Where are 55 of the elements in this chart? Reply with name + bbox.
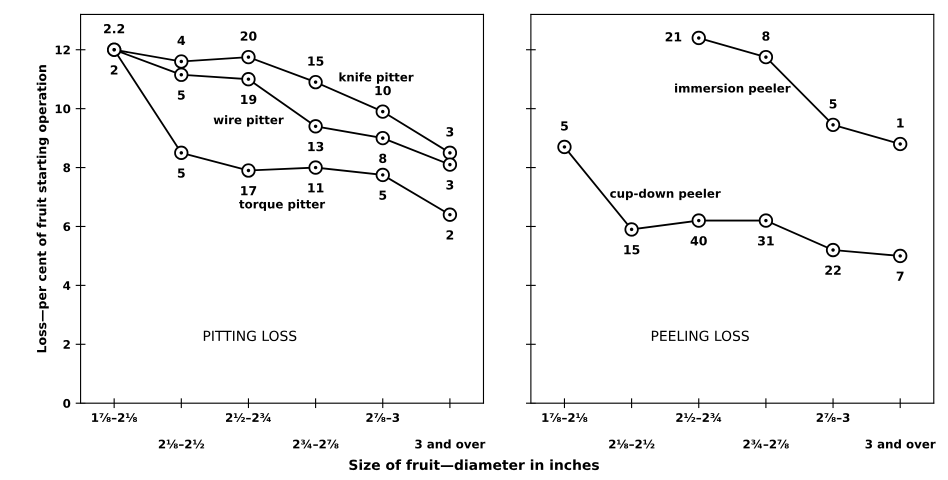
annotation: 7 [896,272,904,281]
annotation: 15 [624,245,640,254]
annotation: 3 [446,180,454,190]
annotation: 5 [561,121,568,131]
y-axis-title: Loss—per cent of fruit starting operation [36,65,49,352]
x-tick-label: 2⅞–3 [816,413,850,422]
x-axis-title: Size of fruit—diameter in inches [349,459,599,470]
annotation: 2 [110,65,118,75]
annotation: 10 [375,86,391,96]
y-tick-label: 8 [63,163,70,172]
annotation: 20 [240,31,257,41]
series-label: immersion peeler [675,83,791,95]
annotation: 3 [446,127,454,137]
annotation: 1 [897,118,904,128]
y-tick-label: 10 [56,104,70,114]
annotation: 40 [690,236,707,246]
series-label: knife pitter [339,72,414,84]
annotation: 5 [379,190,386,200]
annotation: 19 [241,94,256,104]
annotation: 2 [446,230,454,240]
annotation: 5 [178,168,185,178]
x-tick-label: 2⅛–2½ [158,440,204,448]
annotation: PEELING LOSS [652,330,749,342]
x-tick-label: 2⅞–3 [366,413,400,422]
x-tick-label: 2⅛–2½ [609,440,654,448]
annotation: 15 [308,56,324,66]
annotation: 2.2 [104,24,124,34]
series-label: wire pitter [214,115,284,127]
annotation: 8 [762,31,770,41]
annotation: 4 [178,36,186,46]
x-tick-label: 1⅞–2⅛ [92,413,138,422]
annotation: 22 [825,266,841,275]
series-label: cup-down peeler [610,188,721,200]
y-tick-label: 4 [63,281,70,290]
y-tick-label: 6 [63,222,70,232]
x-tick-label: 1⅞–2⅛ [542,413,588,422]
y-tick-label: 0 [63,398,70,408]
x-tick-label: 2¾–2⅞ [293,440,339,448]
annotation: 13 [308,142,324,152]
annotation: 17 [241,186,256,196]
annotation: 5 [830,99,837,109]
x-tick-label: 3 and over [866,439,936,448]
x-tick-label: 3 and over [415,439,486,448]
annotation: 21 [666,32,682,42]
annotation: PITTING LOSS [204,330,296,342]
annotation: 31 [758,236,774,246]
text: torque pitter [239,199,326,211]
x-tick-label: 2¾–2⅞ [743,440,789,448]
x-tick-label: 2½–2¾ [226,413,271,422]
annotation: 5 [178,90,185,100]
x-tick-label: 2½–2¾ [676,413,722,422]
annotation: 8 [379,154,386,164]
annotation: 11 [308,183,324,192]
y-tick-label: 2 [64,340,70,349]
y-tick-label: 12 [56,45,70,54]
